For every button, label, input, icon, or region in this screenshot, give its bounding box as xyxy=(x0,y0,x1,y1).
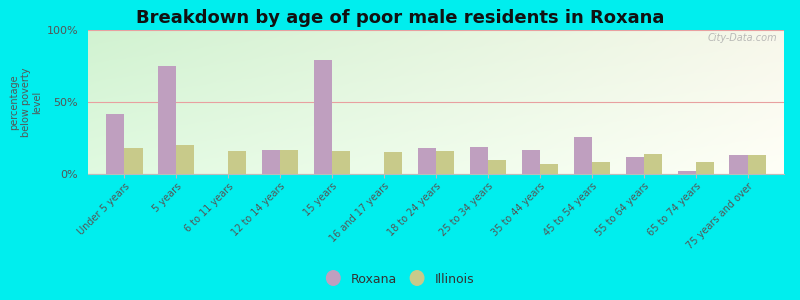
Bar xyxy=(574,136,592,174)
Bar xyxy=(418,148,436,174)
Bar xyxy=(228,151,246,174)
Bar xyxy=(696,163,714,174)
Bar xyxy=(384,152,402,174)
Bar xyxy=(332,151,350,174)
Bar xyxy=(436,151,454,174)
Bar xyxy=(158,66,176,174)
Bar xyxy=(540,164,558,174)
Bar xyxy=(678,171,696,174)
Text: Breakdown by age of poor male residents in Roxana: Breakdown by age of poor male residents … xyxy=(136,9,664,27)
Legend: Roxana, Illinois: Roxana, Illinois xyxy=(321,268,479,291)
Bar xyxy=(262,149,280,174)
Bar xyxy=(470,147,488,174)
Y-axis label: percentage
below poverty
level: percentage below poverty level xyxy=(10,67,42,137)
Bar xyxy=(314,60,332,174)
Bar xyxy=(748,155,766,174)
Bar xyxy=(106,113,124,174)
Bar xyxy=(522,149,540,174)
Bar xyxy=(644,154,662,174)
Bar xyxy=(280,149,298,174)
Text: City-Data.com: City-Data.com xyxy=(707,33,777,43)
Bar xyxy=(488,160,506,174)
Bar xyxy=(626,157,644,174)
Bar xyxy=(124,148,142,174)
Bar xyxy=(730,155,748,174)
Bar xyxy=(176,145,194,174)
Bar xyxy=(592,163,610,174)
